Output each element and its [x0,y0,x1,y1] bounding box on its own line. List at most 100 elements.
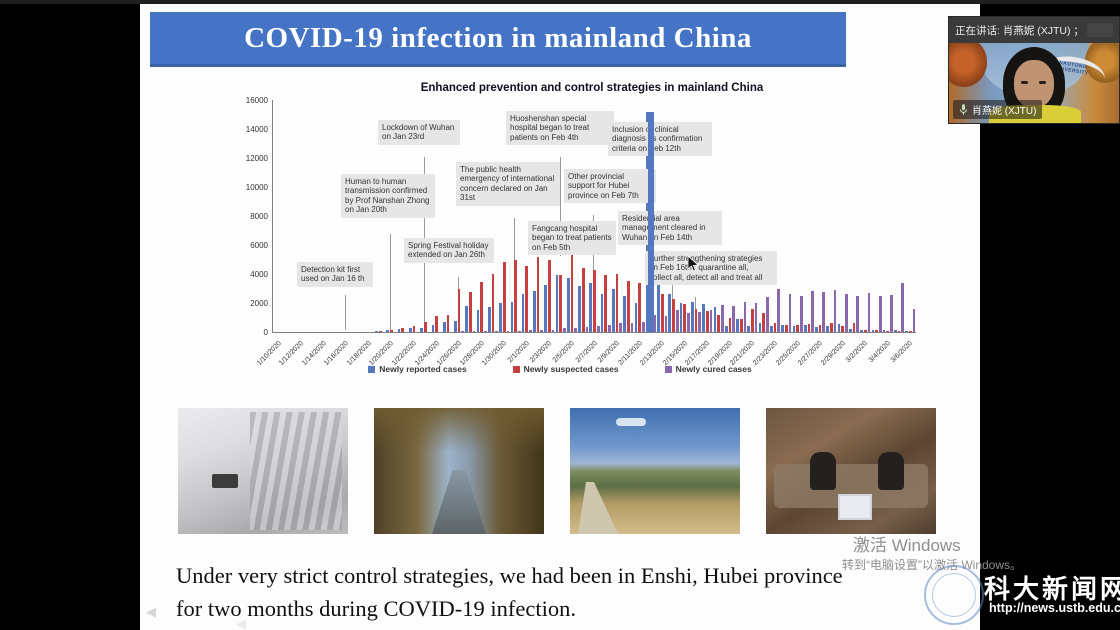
bar [461,331,465,332]
bar [529,329,532,332]
chart-annotation: The public health emergency of internati… [456,162,560,206]
bar [641,321,645,332]
bar [754,303,758,332]
bar [638,283,641,332]
bar [517,330,521,332]
bar [807,324,811,332]
bar [615,274,619,332]
bar [912,308,916,332]
news-url-watermark: http://news.ustb.edu.cn [989,601,1120,615]
bar-group [837,100,848,332]
legend-label: Newly suspected cases [523,364,619,374]
faint-arrow-mark: ◀ [146,604,156,619]
slide-title-banner: COVID-19 infection in mainland China [150,12,846,67]
bar [548,259,551,332]
bar-group [803,100,814,332]
bar [555,275,559,332]
bar [777,288,781,332]
bar [390,330,393,332]
bar [495,331,499,332]
bar-group [905,100,916,332]
bar [435,316,438,332]
bar [890,295,893,332]
bar [773,323,777,332]
bar-group [408,100,419,332]
bar [818,325,822,332]
bar-group [510,100,521,332]
bar-group [623,100,634,332]
bar [713,306,717,332]
window-top-strip [0,0,1120,4]
bar [845,294,848,332]
bar [739,318,743,332]
bar [848,329,852,332]
bar [867,292,871,332]
bar [856,296,860,332]
speaker-eye [1039,81,1046,84]
bar [499,303,502,332]
bar [559,274,563,332]
bar-group [386,100,397,332]
bar [705,310,709,332]
bar [878,295,882,332]
bar [871,330,875,332]
bar [751,308,754,332]
bar-group [273,100,284,332]
autumn-foliage [1085,43,1119,83]
faint-arrow-mark: ◀ [236,616,246,630]
bar [533,291,536,332]
chart-bars [273,100,916,332]
legend-label: Newly cured cases [675,364,752,374]
participant-video-tile[interactable]: 正在讲话: 肖燕妮 (XJTU) ； JIAOTONG UNIVERSITY 肖… [948,16,1120,124]
bar [841,326,845,332]
bar-group [397,100,408,332]
bar [487,306,491,332]
bar [465,305,469,332]
bar [510,301,514,332]
y-axis-label: 10000 [245,183,268,192]
bar-group [893,100,905,332]
bar-group [589,100,600,332]
bar [506,330,510,332]
bar-group [668,100,679,332]
bar [596,326,600,332]
bar [604,275,608,332]
bar [627,280,630,332]
mouse-cursor [688,256,699,272]
bar-group [544,100,555,332]
bar [623,295,627,332]
bar [728,317,732,332]
legend-label: Newly reported cases [379,364,467,374]
bar [675,310,679,332]
bar [709,309,713,332]
annotation-leader-line [560,157,561,256]
bar [480,281,484,332]
bar [837,323,841,332]
news-site-watermark: 科大新闻网 [984,575,1120,604]
bar [758,322,762,332]
snowy-trees [250,412,342,530]
slide-title: COVID-19 infection in mainland China [244,21,752,54]
bar [894,329,897,332]
laptop-screen [838,494,872,520]
bar-group [476,100,487,332]
chart-legend: Newly reported cases Newly suspected case… [140,364,980,374]
cloud [616,418,646,426]
microphone-icon [959,104,968,115]
bar-group [375,100,386,332]
annotation-leader-line [390,234,391,330]
bar [698,311,702,332]
bar-group [634,100,645,332]
bar-group [815,100,826,332]
annotation-leader-line [345,295,346,330]
bar [608,324,611,332]
bar [412,326,416,332]
bar [747,326,751,332]
bar [833,289,837,332]
bar-group [758,100,769,332]
participant-name-tag: 肖燕妮 (XJTU) [953,100,1043,119]
bar [815,327,818,332]
bar [491,274,495,332]
bar-group [611,100,623,332]
